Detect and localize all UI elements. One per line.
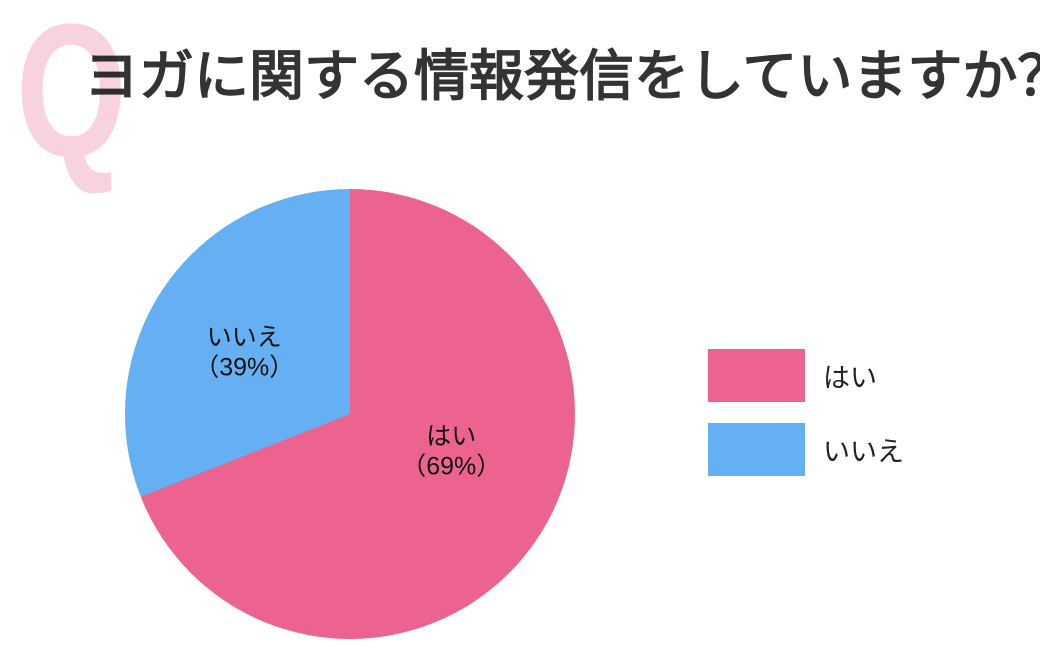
legend-item-no: いいえ bbox=[708, 423, 904, 476]
q-letter-decoration: Q bbox=[16, 0, 127, 197]
legend-item-yes: はい bbox=[708, 349, 904, 402]
legend-swatch-yes bbox=[708, 349, 805, 402]
pie-slice-label-yes: はい （69%） bbox=[401, 423, 501, 482]
pie-slice-yes-name: はい bbox=[426, 422, 477, 451]
pie-chart: いいえ （39%） はい （69%） bbox=[125, 189, 575, 639]
legend-label-no: いいえ bbox=[823, 437, 904, 467]
legend-swatch-no bbox=[708, 423, 805, 476]
pie-slice-no-name: いいえ bbox=[206, 323, 282, 352]
legend: はい いいえ bbox=[708, 349, 904, 476]
pie-slice-label-no: いいえ （39%） bbox=[194, 324, 294, 383]
pie-slice-no-percent: （39%） bbox=[194, 353, 295, 382]
legend-label-yes: はい bbox=[823, 363, 877, 393]
pie-slice-yes-percent: （69%） bbox=[401, 452, 502, 481]
page-title: ヨガに関する情報発信をしていますか？ bbox=[84, 45, 1040, 107]
